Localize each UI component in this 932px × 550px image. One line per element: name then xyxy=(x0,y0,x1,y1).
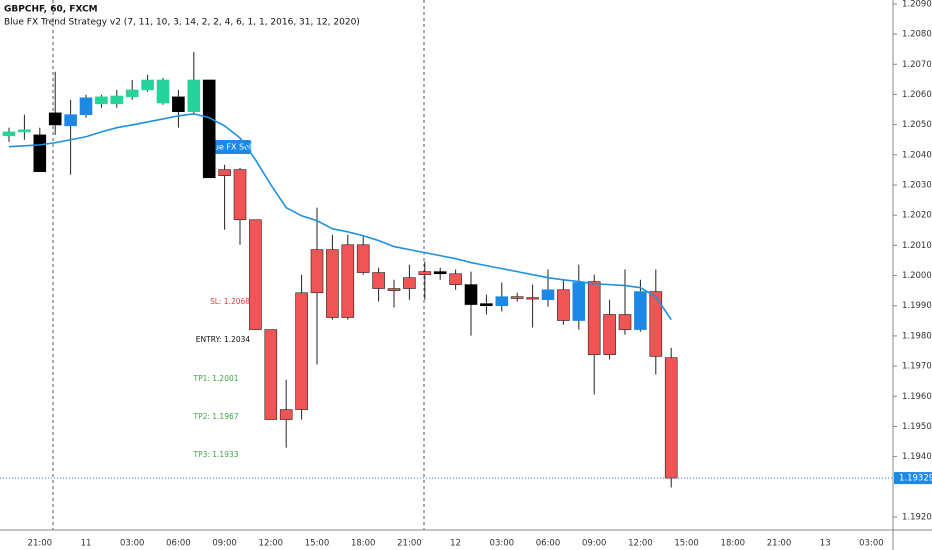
x-tick-label: 12:00 xyxy=(628,539,653,549)
chart-title: GBPCHF, 60, FXCM xyxy=(4,5,98,15)
candle-body xyxy=(64,114,77,127)
candle-body xyxy=(603,314,616,355)
candle-body xyxy=(95,96,108,105)
candle-body xyxy=(480,303,493,307)
x-tick-label: 09:00 xyxy=(582,539,607,549)
candle-body xyxy=(279,409,293,420)
x-tick-label: 15:00 xyxy=(674,539,699,549)
candle-body xyxy=(18,129,31,133)
y-tick-label: 1.20200 xyxy=(902,211,932,221)
y-tick-label: 1.20900 xyxy=(902,0,932,9)
x-tick-label: 18:00 xyxy=(721,539,746,549)
candle-body xyxy=(433,271,447,275)
candle-body xyxy=(249,219,262,330)
y-tick-label: 1.19700 xyxy=(902,362,932,372)
candle-body xyxy=(403,277,416,289)
y-tick-label: 1.20000 xyxy=(902,271,932,281)
candle-body xyxy=(418,271,432,275)
annotation: TP2: 1.1967 xyxy=(192,412,238,421)
candle-body xyxy=(572,282,586,321)
x-tick-label: 12:00 xyxy=(259,539,284,549)
candle-body xyxy=(125,89,139,98)
candle-body xyxy=(187,79,201,112)
x-tick-label: 18:00 xyxy=(351,539,376,549)
last-price-label: 1.19329 xyxy=(899,474,932,484)
candle-body xyxy=(341,244,355,318)
y-tick-label: 1.19600 xyxy=(902,392,932,402)
candle-body xyxy=(110,95,124,105)
signal-label: Blue FX Sell xyxy=(206,143,253,152)
candle-body xyxy=(2,131,16,137)
candle-body xyxy=(526,297,539,300)
chart-subtitle: Blue FX Trend Strategy v2 (7, 11, 10, 3,… xyxy=(4,18,360,28)
candle-body xyxy=(587,281,601,355)
candle-body xyxy=(33,134,47,173)
y-tick-label: 1.20700 xyxy=(902,60,932,70)
candle-body xyxy=(156,79,170,104)
x-tick-label: 03:00 xyxy=(490,539,515,549)
y-tick-label: 1.20600 xyxy=(902,90,932,100)
y-tick-label: 1.19800 xyxy=(902,331,932,341)
candle-body xyxy=(557,289,570,321)
y-tick-label: 1.19500 xyxy=(902,422,932,432)
candle-body xyxy=(372,272,385,289)
x-tick-label: 21:00 xyxy=(397,539,422,549)
x-tick-label: 06:00 xyxy=(166,539,191,549)
candle-body xyxy=(464,284,478,305)
y-tick-label: 1.19400 xyxy=(902,452,932,462)
y-tick-label: 1.20400 xyxy=(902,150,932,160)
candle-body xyxy=(449,273,462,285)
candle-body xyxy=(510,296,524,299)
candle-body xyxy=(172,96,185,112)
y-tick-label: 1.19200 xyxy=(902,513,932,523)
y-tick-label: 1.19900 xyxy=(902,301,932,311)
candle-body xyxy=(310,249,324,294)
x-tick-label: 03:00 xyxy=(120,539,145,549)
candle-body xyxy=(664,357,678,479)
candle-body xyxy=(79,97,93,115)
y-tick-label: 1.20800 xyxy=(902,30,932,40)
annotation: SL: 1.2068 xyxy=(210,297,250,306)
candle-body xyxy=(202,79,216,179)
annotation: TP3: 1.1933 xyxy=(192,450,238,459)
ma-line xyxy=(8,112,672,321)
marks: Blue FX Sell SL: 1.2068 ENTRY: 1.2034 TP1: … xyxy=(0,51,932,488)
last-price-badge xyxy=(894,472,932,485)
candle-body xyxy=(387,288,401,291)
candle-body xyxy=(618,314,632,330)
candle-body xyxy=(495,296,509,307)
x-tick-label: 21:00 xyxy=(767,539,792,549)
candle-body xyxy=(48,112,62,126)
y-tick-label: 1.20300 xyxy=(902,181,932,191)
x-tick-label: 06:00 xyxy=(536,539,561,549)
annotation: ENTRY: 1.2034 xyxy=(196,335,251,344)
candle-body xyxy=(141,79,154,91)
candle-body xyxy=(218,169,231,176)
x-tick-label: 13 xyxy=(820,539,831,549)
candle-body xyxy=(649,291,663,357)
x-tick-label: 03:00 xyxy=(859,539,884,549)
candle-body xyxy=(326,249,339,318)
y-tick-label: 1.20500 xyxy=(902,120,932,130)
candle-body xyxy=(541,289,555,301)
y-tick-label: 1.20100 xyxy=(902,241,932,251)
candle-body xyxy=(356,244,370,273)
x-tick-label: 21:00 xyxy=(28,539,53,549)
x-tick-label: 12 xyxy=(450,539,461,549)
x-tick-label: 09:00 xyxy=(212,539,237,549)
annotation: TP1: 1.2001 xyxy=(192,374,238,383)
candle-body xyxy=(264,329,278,420)
x-tick-label: 11 xyxy=(81,539,92,549)
candle-body xyxy=(634,291,647,330)
candle-body xyxy=(295,292,308,410)
candle-body xyxy=(233,169,247,221)
x-tick-label: 15:00 xyxy=(305,539,330,549)
